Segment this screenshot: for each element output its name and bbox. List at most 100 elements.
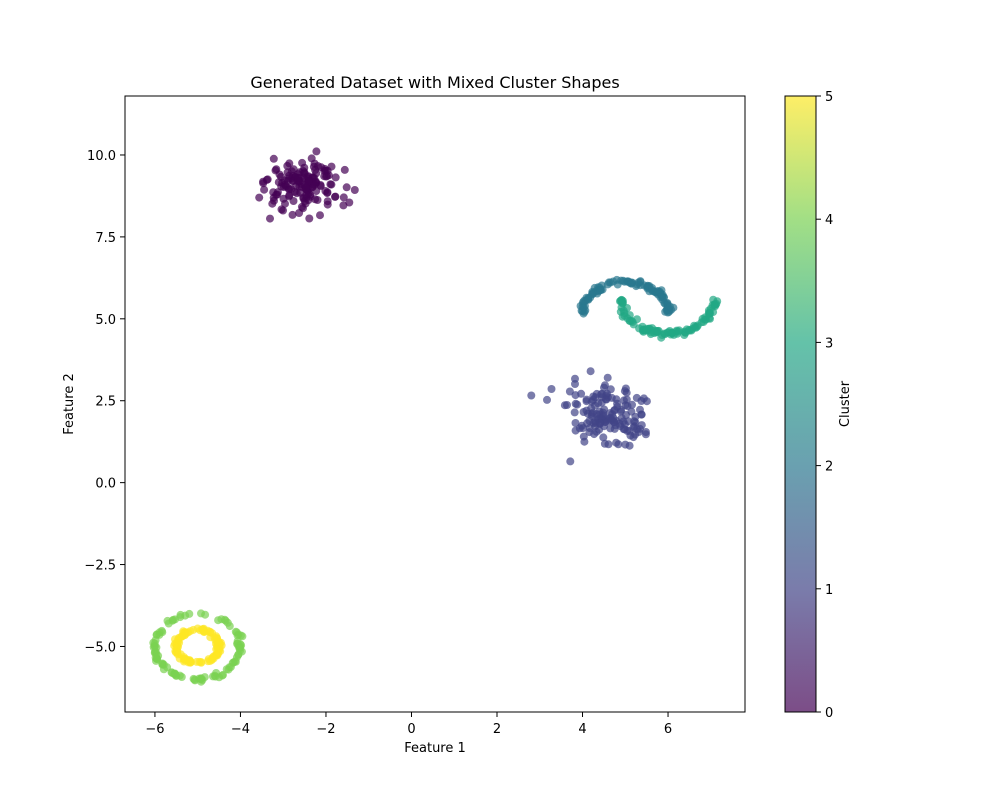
- x-tick-label: 2: [493, 722, 501, 737]
- scatter-point-cluster-0: [285, 185, 293, 194]
- scatter-point-cluster-5: [186, 658, 195, 667]
- colorbar-tick-label: 2: [825, 460, 833, 475]
- scatter-point-cluster-1: [600, 439, 609, 448]
- scatter-point-cluster-0: [305, 214, 314, 223]
- scatter-point-cluster-3: [619, 306, 628, 315]
- y-axis-label: Feature 2: [62, 373, 77, 435]
- scatter-point-cluster-3: [685, 326, 694, 335]
- scatter-point-cluster-5: [209, 654, 218, 663]
- scatter-point-cluster-3: [661, 330, 669, 339]
- scatter-point-cluster-0: [339, 201, 348, 210]
- scatter-point-cluster-1: [579, 432, 588, 441]
- scatter-point-cluster-0: [320, 166, 329, 175]
- scatter-point-cluster-5: [173, 648, 182, 657]
- scatter-point-cluster-5: [174, 635, 183, 644]
- scatter-point-cluster-0: [269, 154, 278, 163]
- scatter-point-cluster-2: [627, 278, 636, 287]
- scatter-point-cluster-2: [577, 306, 586, 315]
- scatter-point-cluster-0: [331, 192, 339, 201]
- scatter-point-cluster-4: [231, 657, 240, 666]
- scatter-point-cluster-4: [217, 615, 226, 624]
- scatter-point-cluster-4: [169, 615, 178, 624]
- scatter-point-cluster-0: [260, 185, 269, 194]
- x-axis: −6 −4 −2 0 2 4 6: [145, 712, 672, 737]
- scatter-point-cluster-0: [255, 193, 264, 202]
- scatter-point-cluster-0: [279, 194, 288, 203]
- scatter-point-cluster-2: [648, 284, 657, 292]
- scatter-point-cluster-2: [596, 286, 605, 295]
- scatter-point-cluster-4: [197, 609, 205, 618]
- scatter-point-cluster-1: [614, 440, 623, 449]
- scatter-point-cluster-1: [590, 430, 599, 439]
- scatter-point-cluster-2: [584, 295, 593, 304]
- y-tick-label: 5.0: [95, 313, 116, 328]
- scatter-point-cluster-4: [200, 673, 209, 682]
- scatter-point-cluster-1: [571, 419, 580, 427]
- scatter-point-cluster-0: [283, 161, 292, 170]
- scatter-point-cluster-0: [273, 190, 282, 199]
- scatter-point-cluster-5: [195, 657, 204, 666]
- scatter-point-cluster-1: [547, 385, 556, 393]
- scatter-point-cluster-0: [339, 193, 348, 202]
- scatter-point-cluster-2: [656, 293, 665, 302]
- scatter-point-cluster-0: [313, 196, 322, 204]
- scatter-point-cluster-1: [587, 397, 596, 406]
- scatter-point-cluster-3: [693, 322, 701, 331]
- scatter-point-cluster-3: [650, 329, 659, 338]
- scatter-point-cluster-0: [316, 211, 324, 220]
- scatter-point-cluster-0: [312, 147, 321, 156]
- scatter-point-cluster-0: [277, 205, 286, 214]
- scatter-point-cluster-1: [617, 414, 626, 423]
- scatter-point-cluster-0: [345, 198, 354, 207]
- scatter-point-cluster-3: [705, 309, 714, 318]
- scatter-point-cluster-0: [310, 180, 319, 189]
- x-axis-label: Feature 1: [404, 741, 466, 756]
- scatter-point-cluster-0: [342, 183, 351, 192]
- scatter-point-cluster-1: [624, 417, 633, 426]
- scatter-point-cluster-0: [301, 184, 310, 193]
- scatter-point-cluster-0: [323, 200, 332, 209]
- scatter-point-cluster-3: [667, 328, 676, 337]
- colorbar-frame: [784, 95, 817, 713]
- scatter-point-cluster-2: [665, 302, 674, 311]
- scatter-point-cluster-3: [698, 314, 707, 323]
- scatter-point-cluster-0: [314, 162, 322, 171]
- scatter-point-cluster-0: [283, 177, 292, 185]
- colorbar-label: Cluster: [838, 380, 853, 427]
- colorbar-tick-label: 1: [825, 583, 833, 598]
- colorbar-axis: 0 1 2 3 4 5: [816, 90, 833, 721]
- scatter-point-cluster-0: [302, 191, 311, 200]
- scatter-point-cluster-4: [149, 638, 158, 647]
- colorbar-tick-label: 4: [825, 213, 833, 228]
- scatter-point-cluster-4: [158, 660, 167, 668]
- scatter-point-cluster-1: [571, 391, 580, 400]
- scatter-point-cluster-3: [629, 320, 638, 329]
- scatter-point-cluster-0: [288, 210, 297, 219]
- x-tick-label: 0: [407, 722, 415, 737]
- scatter-point-cluster-4: [238, 632, 247, 641]
- scatter-point-cluster-3: [618, 312, 627, 321]
- scatter-point-cluster-1: [563, 401, 571, 409]
- scatter-point-cluster-1: [606, 424, 615, 433]
- scatter-point-cluster-0: [271, 166, 280, 175]
- scatter-point-cluster-3: [617, 295, 626, 304]
- scatter-point-cluster-4: [209, 672, 217, 681]
- scatter-point-cluster-5: [206, 628, 215, 637]
- scatter-point-cluster-0: [268, 199, 277, 208]
- chart-title: Generated Dataset with Mixed Cluster Sha…: [250, 73, 619, 92]
- x-tick-label: −4: [231, 722, 250, 737]
- y-tick-label: −5.0: [84, 640, 116, 655]
- y-axis: −5.0 −2.5 0.0 2.5 5.0 7.5 10.0: [84, 149, 125, 655]
- scatter-point-cluster-0: [289, 197, 298, 205]
- scatter-point-cluster-5: [212, 645, 221, 654]
- scatter-point-cluster-1: [639, 394, 648, 403]
- scatter-point-cluster-1: [632, 393, 641, 402]
- scatter-point-cluster-5: [184, 628, 193, 637]
- scatter-point-cluster-1: [637, 421, 646, 430]
- scatter-point-cluster-2: [603, 280, 612, 289]
- scatter-point-cluster-4: [219, 670, 227, 679]
- scatter-point-cluster-0: [331, 173, 340, 182]
- scatter-point-cluster-3: [642, 324, 651, 333]
- scatter-point-cluster-0: [274, 178, 283, 187]
